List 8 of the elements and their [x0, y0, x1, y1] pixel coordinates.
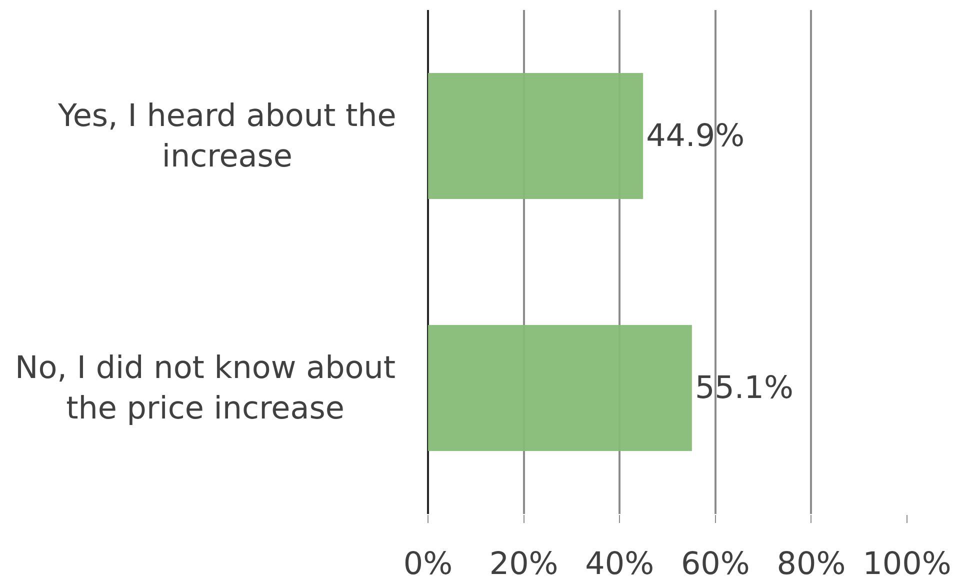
x-tick-label: 20%: [489, 546, 558, 580]
y-tick-label: Yes, I heard about the increase: [57, 98, 396, 174]
x-tick-label: 0%: [403, 546, 453, 580]
x-tick-label: 60%: [680, 546, 750, 580]
x-tick-label: 40%: [585, 546, 654, 580]
y-tick-label: No, I did not know about the price increase: [15, 350, 396, 426]
x-tick-label: 100%: [862, 546, 952, 580]
x-tick-label: 80%: [776, 546, 846, 580]
